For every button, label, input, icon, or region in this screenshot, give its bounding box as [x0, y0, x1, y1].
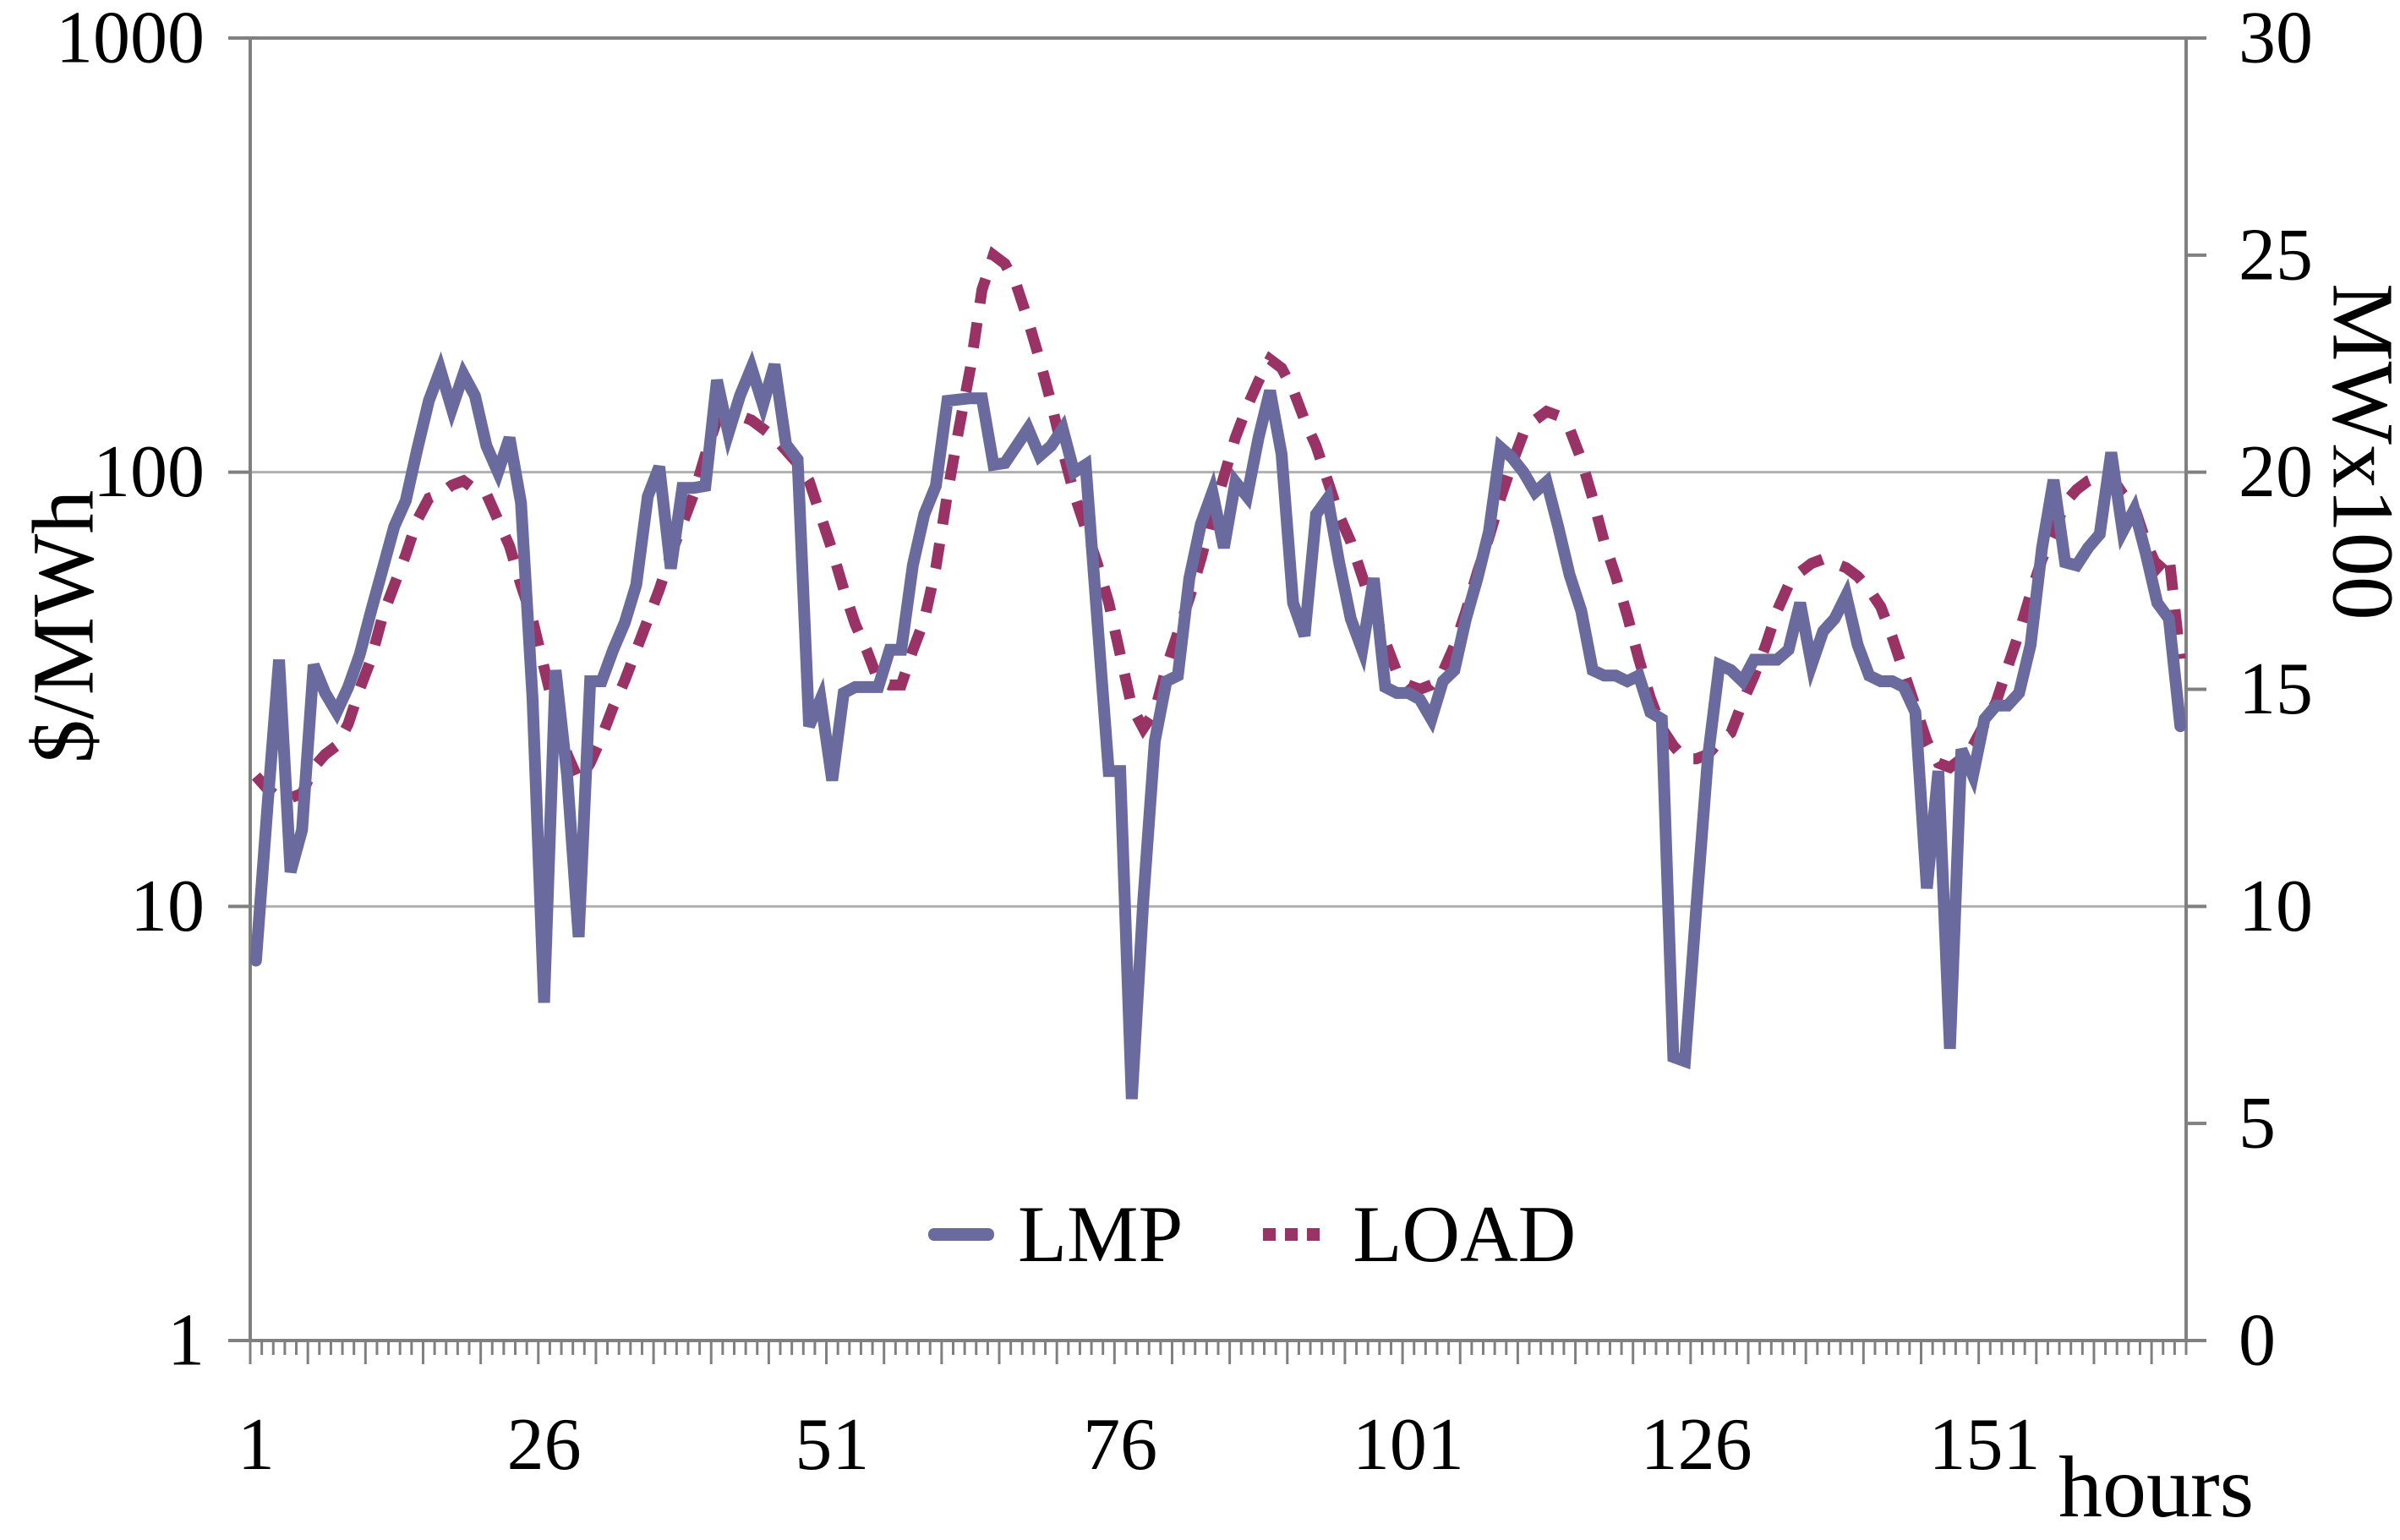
- x-tick-label: 101: [1353, 1404, 1464, 1486]
- lmp-line: [249, 350, 2187, 1100]
- x-tick-label: 51: [795, 1404, 869, 1486]
- y-right-tick-label: 25: [2239, 214, 2313, 296]
- left-axis-title: $/MWh: [14, 489, 112, 764]
- y-left-tick-label: 1: [167, 1300, 205, 1382]
- y-left-tick-label: 1000: [56, 0, 205, 79]
- x-tick-label: 1: [238, 1404, 275, 1486]
- load-line: [251, 246, 2186, 804]
- x-tick-label: 26: [507, 1404, 582, 1486]
- y-right-tick-label: 30: [2239, 0, 2313, 79]
- y-right-tick-label: 10: [2239, 866, 2313, 947]
- legend-label-lmp: LMP: [1018, 1188, 1184, 1279]
- legend-label-load: LOAD: [1353, 1188, 1577, 1279]
- x-axis-title: hours: [2058, 1439, 2255, 1536]
- y-right-tick-label: 5: [2239, 1083, 2276, 1165]
- y-right-tick-label: 0: [2239, 1300, 2276, 1382]
- y-right-tick-label: 15: [2239, 648, 2313, 730]
- load-dash-swatch: [1263, 1227, 1329, 1241]
- legend: LMP LOAD: [928, 1183, 1576, 1285]
- x-tick-label: 76: [1083, 1404, 1157, 1486]
- y-right-tick-label: 20: [2239, 431, 2313, 513]
- x-tick-label: 126: [1641, 1404, 1752, 1486]
- lmp-line-swatch: [928, 1227, 994, 1241]
- right-axis-title: MWx100: [2314, 283, 2400, 620]
- x-tick-label: 151: [1928, 1404, 2040, 1486]
- y-left-tick-label: 10: [130, 866, 205, 947]
- y-left-tick-label: 100: [93, 431, 205, 513]
